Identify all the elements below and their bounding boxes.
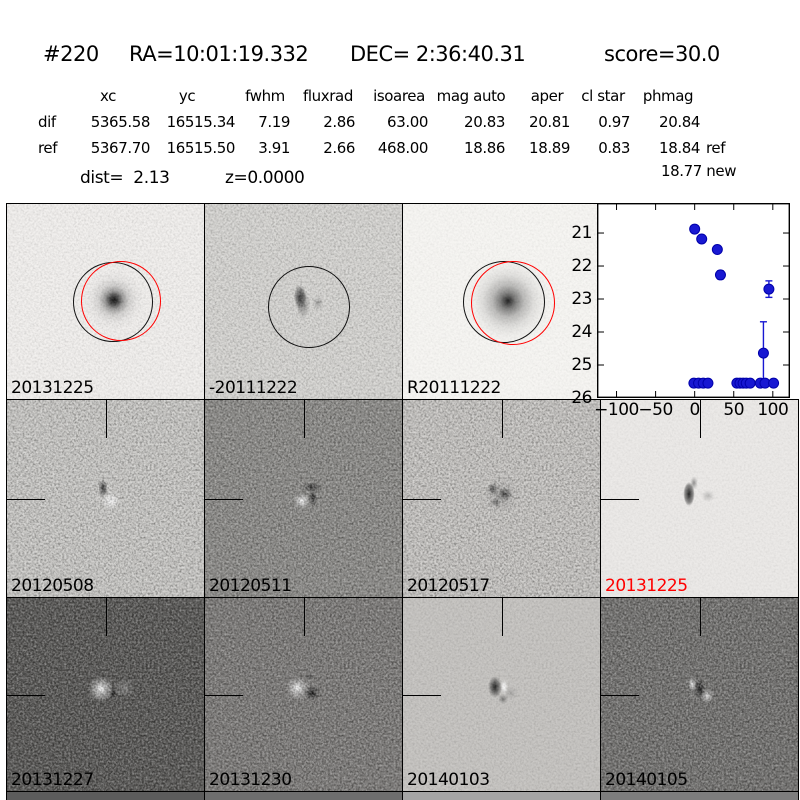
dif-xc: 5365.58 xyxy=(90,113,151,131)
crosshair-tick-left xyxy=(601,694,639,697)
stamp-new-image: 20131225 xyxy=(6,203,205,400)
crosshair-tick-top xyxy=(303,400,306,438)
ref-fluxrad: 2.66 xyxy=(323,139,355,157)
col-header-fluxrad: fluxrad xyxy=(303,87,353,105)
ra-value: RA=10:01:19.332 xyxy=(129,42,309,66)
stamp-date-label: 20131225 xyxy=(605,576,688,596)
crosshair-tick-left xyxy=(7,498,45,501)
col-header-aper: aper xyxy=(530,87,564,105)
dif-isoarea: 63.00 xyxy=(387,113,428,131)
lightcurve-plot xyxy=(597,203,790,398)
candidate-id: #220 xyxy=(43,42,99,66)
dif-fluxrad: 2.86 xyxy=(323,113,355,131)
stamp-diff-20140103: 20140103 xyxy=(402,597,601,792)
cutoff-stamp-row xyxy=(402,791,601,800)
crosshair-tick-top xyxy=(699,400,702,438)
stamp-date-label: 20140103 xyxy=(407,770,490,790)
dif-aper: 20.81 xyxy=(529,113,570,131)
aperture-circle-black xyxy=(268,266,350,348)
ref-phmag: 18.84 xyxy=(659,139,700,157)
dif-yc: 16515.34 xyxy=(166,113,236,131)
crosshair-tick-left xyxy=(205,498,243,501)
cutoff-stamp-row xyxy=(600,791,799,800)
aperture-circle-red xyxy=(471,261,555,345)
row-label-dif: dif xyxy=(38,113,56,131)
stamp-diff-20131230: 20131230 xyxy=(204,597,403,792)
y-tick-label: 21 xyxy=(571,223,592,244)
ref-clstar: 0.83 xyxy=(598,139,630,157)
col-header-clstar: cl star xyxy=(581,87,625,105)
x-tick-label: 100 xyxy=(757,400,789,420)
cutoff-stamp-row xyxy=(204,791,403,800)
dif-clstar: 0.97 xyxy=(598,113,630,131)
col-header-isoarea: isoarea xyxy=(373,87,425,105)
ref-aper: 18.89 xyxy=(529,139,570,157)
y-tick-label: 24 xyxy=(571,322,592,342)
dist-value: dist= 2.13 xyxy=(80,168,170,188)
x-tick-label: −50 xyxy=(638,400,673,420)
stamp-date-label: 20131230 xyxy=(209,770,292,790)
noise-texture xyxy=(205,204,402,399)
stamp-date-label: 20131225 xyxy=(11,378,94,398)
phmag-new-value: 18.77 new xyxy=(661,162,737,180)
stamp-date-label: 20120508 xyxy=(11,576,94,596)
col-header-magauto: mag auto xyxy=(436,87,506,105)
stamp-diff-20120517: 20120517 xyxy=(402,399,601,598)
stamp-date-label: 20120511 xyxy=(209,576,292,596)
stamp-date-label: 20131227 xyxy=(11,770,94,790)
score-value: score=30.0 xyxy=(604,42,720,66)
stamp-diff-20140105: 20140105 xyxy=(600,597,799,792)
crosshair-tick-left xyxy=(403,498,441,501)
col-header-xc: xc xyxy=(99,87,117,105)
row-label-ref: ref xyxy=(38,139,58,157)
x-tick-label: −100 xyxy=(594,400,639,420)
dif-magauto: 20.83 xyxy=(464,113,505,131)
ref-suffix: ref xyxy=(706,139,726,157)
stamp-diff-20131227: 20131227 xyxy=(6,597,205,792)
dif-fwhm: 7.19 xyxy=(258,113,290,131)
noise-texture xyxy=(205,598,402,791)
dec-value: DEC= 2:36:40.31 xyxy=(350,42,526,66)
crosshair-tick-top xyxy=(105,400,108,438)
crosshair-tick-top xyxy=(105,598,108,636)
stamp-ref-image: R20111222 xyxy=(402,203,601,400)
ref-isoarea: 468.00 xyxy=(377,139,428,157)
dif-phmag: 20.84 xyxy=(659,113,700,131)
stamp-date-label: 20120517 xyxy=(407,576,490,596)
y-tick-label: 23 xyxy=(571,289,592,309)
crosshair-tick-left xyxy=(205,694,243,697)
cutoff-stamp-row xyxy=(6,791,205,800)
ref-yc: 16515.50 xyxy=(166,139,236,157)
noise-texture xyxy=(7,204,204,399)
ref-magauto: 18.86 xyxy=(464,139,505,157)
y-tick-label: 25 xyxy=(571,355,592,375)
ref-fwhm: 3.91 xyxy=(258,139,290,157)
crosshair-tick-left xyxy=(601,498,639,501)
stamp-diff-20131225: 20131225 xyxy=(600,399,799,598)
aperture-circle-red xyxy=(81,261,161,341)
crosshair-tick-top xyxy=(303,598,306,636)
stamp-date-label: 20140105 xyxy=(605,770,688,790)
crosshair-tick-left xyxy=(403,694,441,697)
x-tick-label: 0 xyxy=(689,400,701,420)
col-header-fwhm: fwhm xyxy=(245,87,285,105)
stamp-subtraction-image: -20111222 xyxy=(204,203,403,400)
stamp-diff-20120511: 20120511 xyxy=(204,399,403,598)
crosshair-tick-top xyxy=(699,598,702,636)
crosshair-tick-top xyxy=(501,598,504,636)
y-tick-label: 26 xyxy=(571,388,592,408)
x-tick-label: 50 xyxy=(723,400,745,420)
crosshair-tick-top xyxy=(501,400,504,438)
col-header-phmag: phmag xyxy=(642,87,694,105)
ref-xc: 5367.70 xyxy=(90,139,151,157)
y-tick-label: 22 xyxy=(571,256,592,277)
crosshair-tick-left xyxy=(7,694,45,697)
redshift-value: z=0.0000 xyxy=(225,168,305,188)
stamp-date-label: R20111222 xyxy=(407,378,501,398)
col-header-yc: yc xyxy=(178,87,196,105)
stamp-date-label: -20111222 xyxy=(209,378,298,398)
stamp-diff-20120508: 20120508 xyxy=(6,399,205,598)
